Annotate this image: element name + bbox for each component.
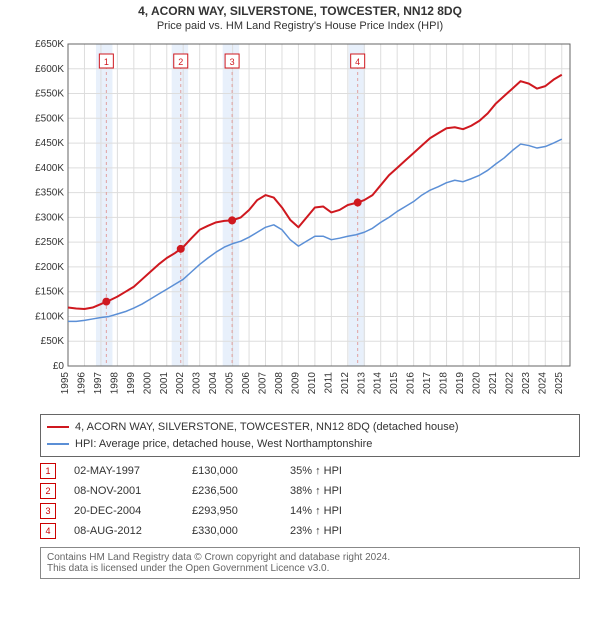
svg-text:1997: 1997 bbox=[93, 372, 104, 395]
svg-text:2012: 2012 bbox=[340, 372, 351, 395]
chart-subtitle: Price paid vs. HM Land Registry's House … bbox=[0, 20, 600, 32]
svg-text:2022: 2022 bbox=[504, 372, 515, 395]
svg-text:1998: 1998 bbox=[109, 372, 120, 395]
svg-text:£500K: £500K bbox=[35, 113, 64, 124]
svg-text:4: 4 bbox=[355, 57, 360, 67]
license-text: Contains HM Land Registry data © Crown c… bbox=[40, 547, 580, 579]
chart-title: 4, ACORN WAY, SILVERSTONE, TOWCESTER, NN… bbox=[0, 4, 600, 18]
transaction-price: £330,000 bbox=[192, 525, 272, 537]
transaction-badge: 4 bbox=[40, 523, 56, 539]
license-line-2: This data is licensed under the Open Gov… bbox=[47, 563, 573, 574]
svg-text:£600K: £600K bbox=[35, 64, 64, 75]
legend-label-2: HPI: Average price, detached house, West… bbox=[75, 436, 372, 453]
svg-text:£250K: £250K bbox=[35, 237, 64, 248]
svg-text:2009: 2009 bbox=[290, 372, 301, 395]
chart-area: £0 £50K £100K £150K £200K £250K £300K £350K £400… bbox=[20, 36, 580, 406]
transaction-badge: 1 bbox=[40, 463, 56, 479]
svg-text:1995: 1995 bbox=[60, 372, 71, 395]
transaction-row: 4 08-AUG-2012 £330,000 23% ↑ HPI bbox=[40, 523, 580, 539]
svg-text:£450K: £450K bbox=[35, 138, 64, 149]
legend-swatch-1 bbox=[47, 426, 69, 428]
svg-text:1: 1 bbox=[104, 57, 109, 67]
transaction-badge: 3 bbox=[40, 503, 56, 519]
legend-swatch-2 bbox=[47, 443, 69, 445]
svg-text:2008: 2008 bbox=[274, 372, 285, 395]
legend: 4, ACORN WAY, SILVERSTONE, TOWCESTER, NN… bbox=[40, 414, 580, 457]
svg-text:£150K: £150K bbox=[35, 287, 64, 298]
svg-text:2014: 2014 bbox=[373, 372, 384, 395]
svg-text:2017: 2017 bbox=[422, 372, 433, 395]
transaction-diff: 38% ↑ HPI bbox=[290, 485, 342, 497]
svg-text:£400K: £400K bbox=[35, 163, 64, 174]
transaction-price: £236,500 bbox=[192, 485, 272, 497]
transaction-row: 2 08-NOV-2001 £236,500 38% ↑ HPI bbox=[40, 483, 580, 499]
svg-text:2019: 2019 bbox=[455, 372, 466, 395]
transaction-price: £293,950 bbox=[192, 505, 272, 517]
transaction-diff: 23% ↑ HPI bbox=[290, 525, 342, 537]
svg-text:2007: 2007 bbox=[258, 372, 269, 395]
transaction-row: 1 02-MAY-1997 £130,000 35% ↑ HPI bbox=[40, 463, 580, 479]
svg-text:2018: 2018 bbox=[439, 372, 450, 395]
svg-text:£50K: £50K bbox=[41, 336, 65, 347]
svg-text:2013: 2013 bbox=[356, 372, 367, 395]
transaction-badge: 2 bbox=[40, 483, 56, 499]
svg-text:2003: 2003 bbox=[192, 372, 203, 395]
svg-text:2004: 2004 bbox=[208, 372, 219, 395]
svg-text:2002: 2002 bbox=[175, 372, 186, 395]
legend-label-1: 4, ACORN WAY, SILVERSTONE, TOWCESTER, NN… bbox=[75, 419, 459, 436]
svg-text:1999: 1999 bbox=[126, 372, 137, 395]
svg-text:2020: 2020 bbox=[471, 372, 482, 395]
svg-text:2015: 2015 bbox=[389, 372, 400, 395]
transaction-date: 08-AUG-2012 bbox=[74, 525, 174, 537]
svg-text:2021: 2021 bbox=[488, 372, 499, 395]
svg-text:2016: 2016 bbox=[406, 372, 417, 395]
svg-text:3: 3 bbox=[230, 57, 235, 67]
svg-text:1996: 1996 bbox=[76, 372, 87, 395]
transaction-row: 3 20-DEC-2004 £293,950 14% ↑ HPI bbox=[40, 503, 580, 519]
svg-text:2025: 2025 bbox=[554, 372, 565, 395]
svg-text:2010: 2010 bbox=[307, 372, 318, 395]
transaction-date: 02-MAY-1997 bbox=[74, 465, 174, 477]
transactions-table: 1 02-MAY-1997 £130,000 35% ↑ HPI 2 08-NOV-200… bbox=[40, 463, 580, 539]
svg-text:2001: 2001 bbox=[159, 372, 170, 395]
svg-text:£0: £0 bbox=[53, 361, 65, 372]
svg-text:2024: 2024 bbox=[537, 372, 548, 395]
svg-text:2: 2 bbox=[178, 57, 183, 67]
svg-text:2006: 2006 bbox=[241, 372, 252, 395]
transaction-diff: 35% ↑ HPI bbox=[290, 465, 342, 477]
svg-text:2023: 2023 bbox=[521, 372, 532, 395]
svg-text:£350K: £350K bbox=[35, 188, 64, 199]
transaction-date: 20-DEC-2004 bbox=[74, 505, 174, 517]
transaction-diff: 14% ↑ HPI bbox=[290, 505, 342, 517]
svg-text:£300K: £300K bbox=[35, 212, 64, 223]
transaction-date: 08-NOV-2001 bbox=[74, 485, 174, 497]
svg-text:£550K: £550K bbox=[35, 89, 64, 100]
svg-text:2011: 2011 bbox=[323, 372, 334, 394]
svg-text:£100K: £100K bbox=[35, 311, 64, 322]
transaction-price: £130,000 bbox=[192, 465, 272, 477]
svg-text:2005: 2005 bbox=[225, 372, 236, 395]
line-chart: £0 £50K £100K £150K £200K £250K £300K £350K £400… bbox=[20, 36, 580, 406]
svg-text:£650K: £650K bbox=[35, 39, 64, 50]
license-line-1: Contains HM Land Registry data © Crown c… bbox=[47, 552, 573, 563]
svg-text:£200K: £200K bbox=[35, 262, 64, 273]
svg-text:2000: 2000 bbox=[142, 372, 153, 395]
